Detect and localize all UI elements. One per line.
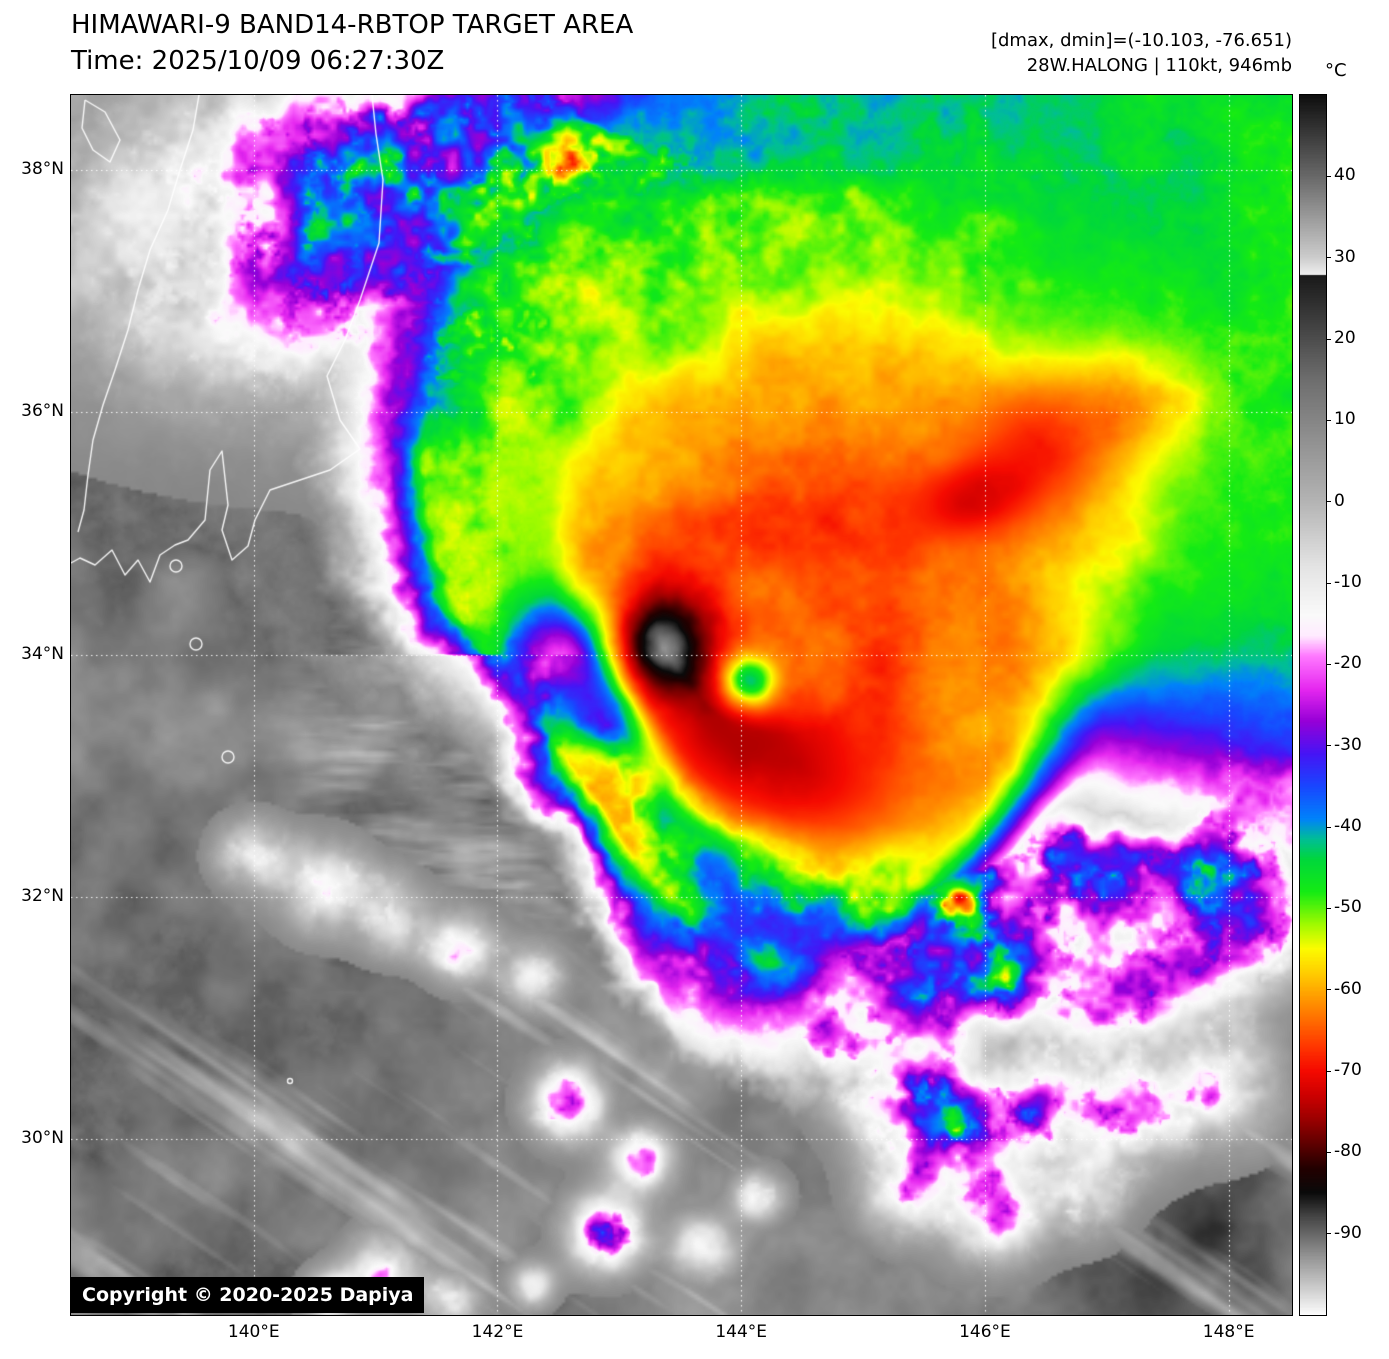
satellite-image-canvas [71, 95, 1292, 1315]
map-frame [70, 94, 1293, 1316]
lon-tick-label-144: 144°E [715, 1322, 768, 1342]
colorbar-tick-mark [1326, 1151, 1331, 1153]
colorbar-frame [1299, 94, 1327, 1316]
lat-tick-label-32: 32°N [21, 886, 64, 907]
colorbar-tick-mark [1326, 419, 1331, 421]
colorbar-gradient-canvas [1300, 95, 1326, 1315]
colorbar-tick-mark [1326, 663, 1331, 665]
colorbar-tick-label-40: 40 [1334, 165, 1356, 186]
colorbar-tick-label-10: 10 [1334, 409, 1356, 430]
colorbar-tick-label--20: -20 [1334, 653, 1362, 674]
colorbar-tick-mark [1326, 826, 1331, 828]
colorbar-tick-mark [1326, 257, 1331, 259]
storm-info-readout: 28W.HALONG | 110kt, 946mb [1026, 55, 1292, 76]
colorbar-tick-label-20: 20 [1334, 328, 1356, 348]
colorbar-tick-label--80: -80 [1334, 1141, 1362, 1162]
lon-tick-label-142: 142°E [471, 1322, 524, 1342]
colorbar-tick-label-0: 0 [1334, 490, 1345, 511]
colorbar-tick-label--90: -90 [1334, 1222, 1362, 1243]
colorbar-tick-mark [1326, 338, 1331, 340]
lat-tick-label-36: 36°N [21, 401, 64, 422]
lon-tick-label-148: 148°E [1202, 1322, 1255, 1342]
figure-title: HIMAWARI-9 BAND14-RBTOP TARGET AREA [71, 10, 634, 40]
lon-tick-label-140: 140°E [227, 1322, 280, 1342]
lat-tick-label-30: 30°N [21, 1128, 64, 1149]
colorbar-tick-mark [1326, 175, 1331, 177]
colorbar-tick-mark [1326, 501, 1331, 503]
copyright-badge: Copyright © 2020-2025 Dapiya [71, 1277, 425, 1313]
colorbar-tick-mark [1326, 989, 1331, 991]
dmax-dmin-readout: [dmax, dmin]=(-10.103, -76.651) [990, 30, 1292, 51]
lat-tick-label-38: 38°N [21, 159, 64, 180]
colorbar-tick-label-30: 30 [1334, 246, 1356, 267]
lon-tick-label-146: 146°E [959, 1322, 1011, 1342]
colorbar-tick-label--30: -30 [1334, 734, 1362, 755]
colorbar-tick-mark [1326, 1233, 1331, 1235]
colorbar-tick-label--10: -10 [1334, 572, 1362, 592]
colorbar-tick-mark [1326, 907, 1331, 909]
colorbar-tick-mark [1326, 1070, 1331, 1072]
colorbar-tick-label--50: -50 [1334, 897, 1362, 918]
colorbar-tick-mark [1326, 745, 1331, 747]
colorbar-tick-mark [1326, 582, 1331, 584]
colorbar-tick-label--70: -70 [1334, 1060, 1362, 1080]
colorbar-tick-label--60: -60 [1334, 978, 1362, 999]
lat-tick-label-34: 34°N [21, 643, 64, 664]
figure-time-line: Time: 2025/10/09 06:27:30Z [71, 46, 445, 76]
colorbar-unit-label: °C [1325, 60, 1347, 81]
colorbar-tick-label--40: -40 [1334, 816, 1362, 836]
